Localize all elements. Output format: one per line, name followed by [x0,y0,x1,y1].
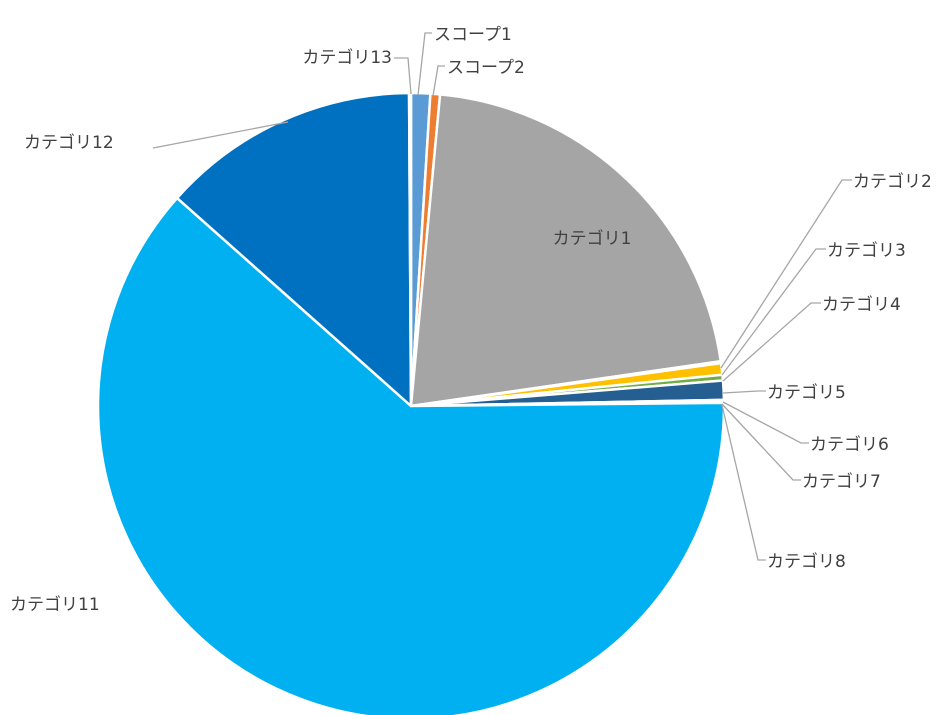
leader-line-cat6 [722,401,809,444]
label-cat2: カテゴリ2 [853,171,932,192]
leader-lines [152,32,852,561]
label-scope2: スコープ2 [447,58,525,78]
leader-line-scope1 [417,32,432,96]
label-cat4: カテゴリ4 [822,294,901,315]
leader-line-cat4 [722,302,821,382]
pie-slices [96,91,726,715]
data-labels: スコープ1 スコープ2 カテゴリ1 カテゴリ2 カテゴリ3 カテゴリ4 カテゴリ… [10,25,932,615]
leader-line-cat5 [722,390,766,394]
label-cat8: カテゴリ8 [767,551,846,572]
label-scope1: スコープ1 [434,25,512,45]
label-cat12: カテゴリ12 [24,132,114,153]
label-cat6: カテゴリ6 [810,434,889,455]
leader-line-scope2 [432,65,445,97]
leader-line-cat2 [720,179,852,369]
label-cat3: カテゴリ3 [827,240,906,261]
pie-slice-11 [96,196,726,715]
label-cat13: カテゴリ13 [302,47,392,68]
label-cat11: カテゴリ11 [10,594,100,615]
leader-line-cat3 [721,248,826,376]
leader-line-cat8 [721,404,766,561]
leader-line-cat13 [394,57,412,95]
leader-line-cat12 [152,121,289,149]
pie-slice-12 [175,91,413,408]
label-cat5: カテゴリ5 [767,382,846,403]
label-cat1: カテゴリ1 [553,228,632,249]
leader-line-cat7 [721,403,801,481]
pie-slice-3 [409,93,723,408]
label-cat7: カテゴリ7 [802,471,881,492]
